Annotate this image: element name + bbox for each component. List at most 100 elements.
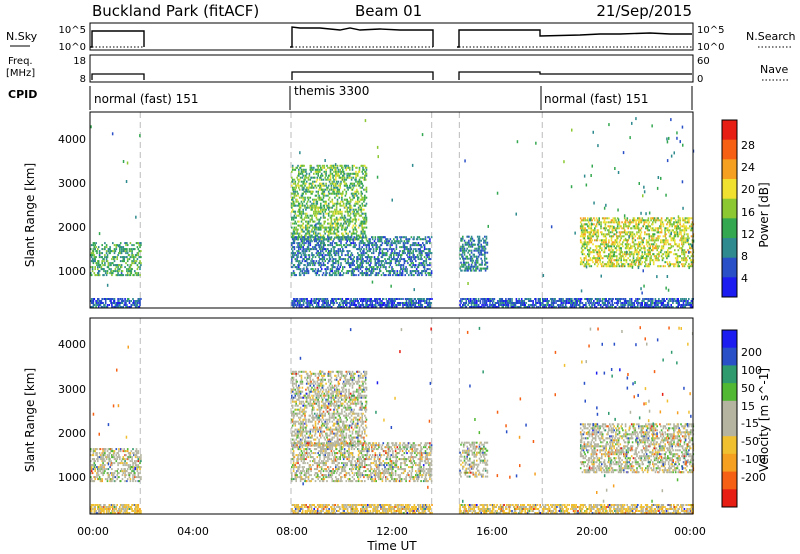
power-echo-cell	[293, 236, 296, 239]
power-echo-cell	[292, 238, 295, 241]
power-echo-cell	[391, 268, 393, 271]
power-echo-cell	[360, 306, 362, 308]
power-echo-cell	[326, 164, 328, 167]
power-echo-cell	[425, 260, 428, 263]
power-echo-cell	[407, 250, 409, 253]
power-echo-cell	[604, 229, 607, 232]
power-echo-cell	[594, 233, 596, 236]
power-echo-cell	[485, 267, 488, 270]
power-echo-cell	[125, 262, 127, 265]
power-echo-cell	[341, 196, 343, 199]
power-echo-cell	[423, 256, 426, 259]
power-echo-cell	[656, 227, 658, 230]
power-echo-cell	[341, 302, 344, 304]
power-echo-cell	[322, 238, 325, 241]
power-echo-cell	[378, 260, 381, 263]
power-echo-cell	[586, 261, 588, 264]
power-echo-cell	[335, 300, 337, 302]
power-echo-cell	[335, 224, 338, 227]
power-echo-cell	[418, 244, 421, 247]
power-panel: Slant Range [km] 1000 2000 3000 4000	[23, 111, 695, 309]
power-echo-cell	[296, 230, 298, 233]
power-echo-cell	[594, 257, 596, 260]
power-echo-cell	[126, 248, 128, 251]
power-echo-cell	[326, 206, 328, 209]
power-echo-cell	[343, 180, 346, 183]
power-echo-cell	[339, 186, 341, 189]
power-echo-cell	[391, 242, 393, 245]
power-echo-cell	[689, 217, 691, 220]
power-echo-cell	[137, 300, 140, 302]
power-echo-cell	[347, 262, 349, 265]
power-echo-cell	[329, 244, 332, 247]
power-echo-cell	[361, 224, 363, 227]
power-echo-cell	[670, 223, 673, 226]
power-echo-cell	[420, 244, 422, 247]
power-echo-cell	[618, 223, 621, 226]
power-echo-cell	[656, 231, 658, 234]
power-echo-cell	[351, 172, 354, 175]
power-echo-cell	[590, 251, 593, 254]
power-echo-cell	[474, 298, 476, 300]
power-echo-cell	[691, 221, 694, 224]
power-echo-cell	[325, 202, 327, 205]
power-echo-cell	[679, 227, 681, 230]
power-echo-cell	[375, 248, 377, 251]
power-echo-cell	[686, 237, 688, 240]
power-echo-cell	[635, 251, 637, 254]
power-echo-cell	[358, 244, 361, 247]
power-echo-cell	[97, 272, 100, 275]
power-echo-cell	[323, 230, 326, 233]
power-echo-cell	[367, 304, 370, 306]
power-echo-cell	[330, 274, 333, 277]
power-echo-cell	[619, 239, 622, 242]
power-echo-cell	[354, 212, 356, 215]
power-echo-cell	[645, 227, 648, 230]
power-echo-cell	[313, 200, 315, 203]
power-echo-cell	[355, 224, 357, 227]
power-echo-cell	[605, 241, 607, 244]
power-echo-cell	[633, 253, 636, 256]
power-echo-cell	[474, 243, 476, 246]
power-echo-cell	[393, 254, 395, 257]
power-echo-cell	[372, 252, 375, 255]
power-echo-cell	[363, 248, 365, 251]
power-echo-cell	[644, 261, 646, 264]
power-echo-cell	[374, 298, 377, 300]
power-echo-cell	[116, 302, 118, 304]
power-echo-cell	[612, 235, 615, 238]
power-echo-cell	[347, 254, 349, 257]
power-echo-cell	[423, 268, 426, 271]
power-echo-cell	[348, 262, 350, 265]
power-echo-cell	[402, 298, 404, 300]
power-echo-cell	[337, 174, 340, 177]
power-echo-cell	[473, 249, 475, 252]
power-echo-cell	[616, 235, 619, 238]
power-echo-cell	[334, 174, 336, 177]
power-echo-cell	[335, 174, 337, 177]
power-echo-cell	[378, 252, 381, 255]
power-echo-cell	[295, 166, 297, 169]
power-echo-cell	[338, 174, 341, 177]
power-echo-cell	[320, 166, 322, 169]
power-echo-cell	[304, 178, 306, 181]
power-echo-cell	[300, 256, 303, 259]
power-echo-cell	[667, 227, 669, 230]
nsky-traces	[90, 26, 692, 48]
power-echo-cell	[602, 265, 605, 268]
power-echo-cell	[350, 300, 352, 302]
power-echo-cell	[303, 254, 305, 257]
power-echo-cell	[415, 250, 418, 253]
power-echo-cell	[465, 261, 468, 264]
power-echo-cell	[343, 172, 346, 175]
power-echo-cell	[317, 196, 319, 199]
power-echo-cell	[103, 306, 105, 308]
power-echo-cell	[477, 300, 480, 302]
power-echo-cell	[623, 231, 625, 234]
power-echo-cell	[342, 192, 344, 195]
power-echo-cell	[594, 225, 597, 228]
power-echo-cell	[484, 251, 487, 254]
power-echo-cell	[119, 246, 122, 249]
power-echo-cell	[582, 237, 585, 240]
power-echo-cell	[339, 208, 341, 211]
